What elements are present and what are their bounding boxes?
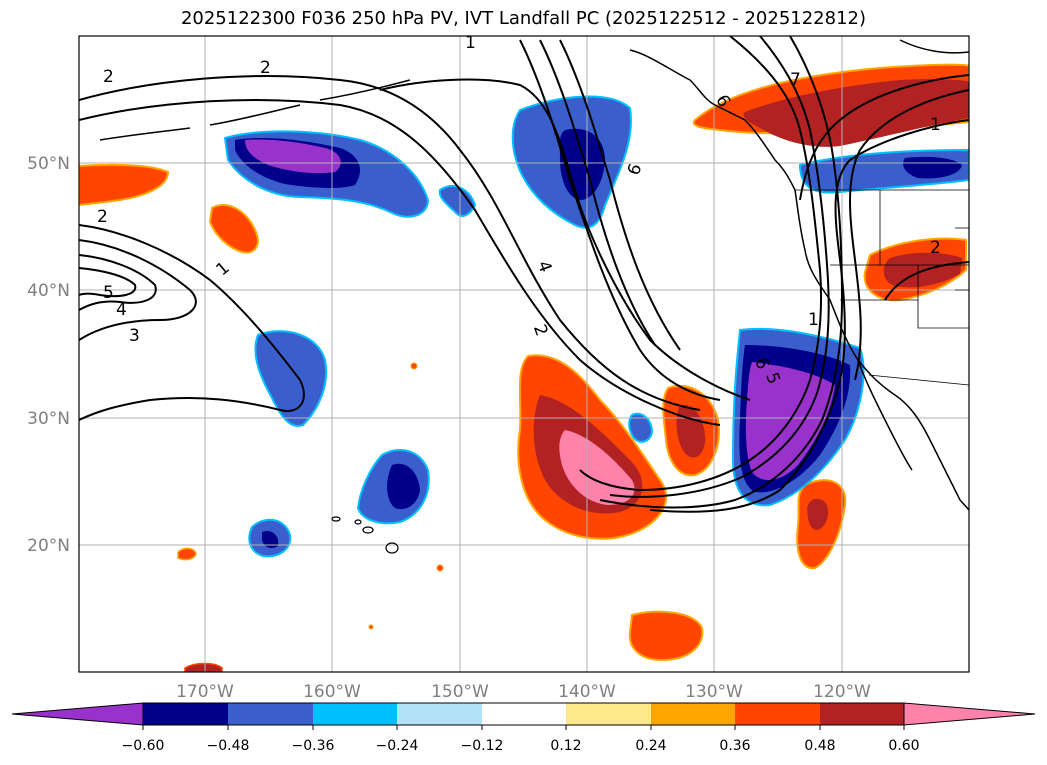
anomaly-sw-tiny xyxy=(177,547,197,561)
lon-label: 140°W xyxy=(558,682,616,702)
aleutian-islands xyxy=(99,79,411,141)
anomaly-aleutian-east xyxy=(438,185,477,217)
colorbar-bin xyxy=(651,703,735,725)
colorbar: −0.60 −0.48 −0.36 −0.24 −0.12 0.12 0.24 … xyxy=(11,702,1036,754)
anomaly-sw-small-core xyxy=(262,530,279,548)
colorbar-tick-label: 0.24 xyxy=(635,738,666,754)
anomaly-dot-2 xyxy=(436,564,444,572)
coast-north-edge xyxy=(899,39,969,54)
coast-baja xyxy=(857,359,913,471)
contour-label: 2 xyxy=(97,207,108,227)
contour-label: 2 xyxy=(930,238,941,258)
lat-label: 30°N xyxy=(27,409,70,429)
contour-label: 1 xyxy=(808,310,819,330)
contour-label: 4 xyxy=(116,300,127,320)
anomaly-west-edge xyxy=(79,163,170,207)
anomaly-north-central-small xyxy=(208,203,259,254)
lat-label: 40°N xyxy=(27,281,70,301)
colorbar-max-extend xyxy=(903,702,1036,726)
borders xyxy=(795,189,969,386)
colorbar-bin xyxy=(397,703,482,725)
coast-alaska-panhandle xyxy=(629,49,796,191)
anomaly-nw-us-core xyxy=(903,156,962,179)
contour-label: 1 xyxy=(930,115,941,135)
colorbar-bin xyxy=(228,703,313,725)
colorbar-bin xyxy=(143,703,228,725)
anomaly-south-central-core xyxy=(387,463,420,510)
colorbar-bin xyxy=(482,703,566,725)
anomaly-hawaii-north xyxy=(628,412,654,443)
hawaii-islands xyxy=(331,516,399,554)
contour-label: 5 xyxy=(103,283,114,303)
anomaly-aleutian-core xyxy=(245,139,341,174)
colorbar-tick-label: 0.12 xyxy=(550,738,581,754)
anomaly-baja-core xyxy=(807,498,829,530)
ivt-contours xyxy=(79,36,969,513)
map-frame xyxy=(78,35,970,673)
colorbar-tick-label: −0.48 xyxy=(207,738,250,754)
anomaly-dot-1 xyxy=(410,362,418,370)
colorbar-tick-label: 0.60 xyxy=(888,738,919,754)
lon-label: 160°W xyxy=(303,682,361,702)
contour-label: 2 xyxy=(103,67,114,87)
lon-label: 130°W xyxy=(685,682,743,702)
lon-label: 150°W xyxy=(431,682,489,702)
colorbar-min-extend xyxy=(11,702,144,726)
map-title: 2025122300 F036 250 hPa PV, IVT Landfall… xyxy=(180,8,867,29)
contour-label: 3 xyxy=(129,326,140,346)
latitude-labels: 50°N 40°N 30°N 20°N xyxy=(27,154,70,556)
negative-anomaly-fills xyxy=(223,95,969,558)
contour-label: 1 xyxy=(465,33,476,53)
colorbar-bin xyxy=(735,703,820,725)
lat-label: 20°N xyxy=(27,536,70,556)
contour-labels: 2 2 1 1 2 5 4 3 1 4 2 6 6 7 1 2 5 6 xyxy=(97,33,941,387)
colorbar-bin xyxy=(820,703,904,725)
colorbar-tick-label: 0.48 xyxy=(804,738,835,754)
anomaly-south-small xyxy=(628,610,704,662)
lon-label: 120°W xyxy=(813,682,871,702)
longitude-labels: 170°W 160°W 150°W 140°W 130°W 120°W xyxy=(176,682,871,702)
colorbar-tick-label: 0.36 xyxy=(719,738,750,754)
anomaly-bottom-left-tiny xyxy=(184,662,223,672)
colorbar-tick-label: −0.24 xyxy=(376,738,419,754)
map-panel: 2 2 1 1 2 5 4 3 1 4 2 6 6 7 1 2 5 6 xyxy=(79,33,969,672)
colorbar-tick-label: −0.12 xyxy=(461,738,504,754)
anomaly-dot-3 xyxy=(368,624,374,630)
contour-label: 7 xyxy=(790,70,801,90)
anomaly-mid-pacific xyxy=(254,330,328,427)
lon-label: 170°W xyxy=(176,682,234,702)
colorbar-bin xyxy=(566,703,651,725)
lat-label: 50°N xyxy=(27,154,70,174)
colorbar-tick-label: −0.36 xyxy=(292,738,335,754)
colorbar-tick-label: −0.60 xyxy=(122,738,165,754)
contour-label: 2 xyxy=(260,58,271,78)
colorbar-bin xyxy=(313,703,397,725)
